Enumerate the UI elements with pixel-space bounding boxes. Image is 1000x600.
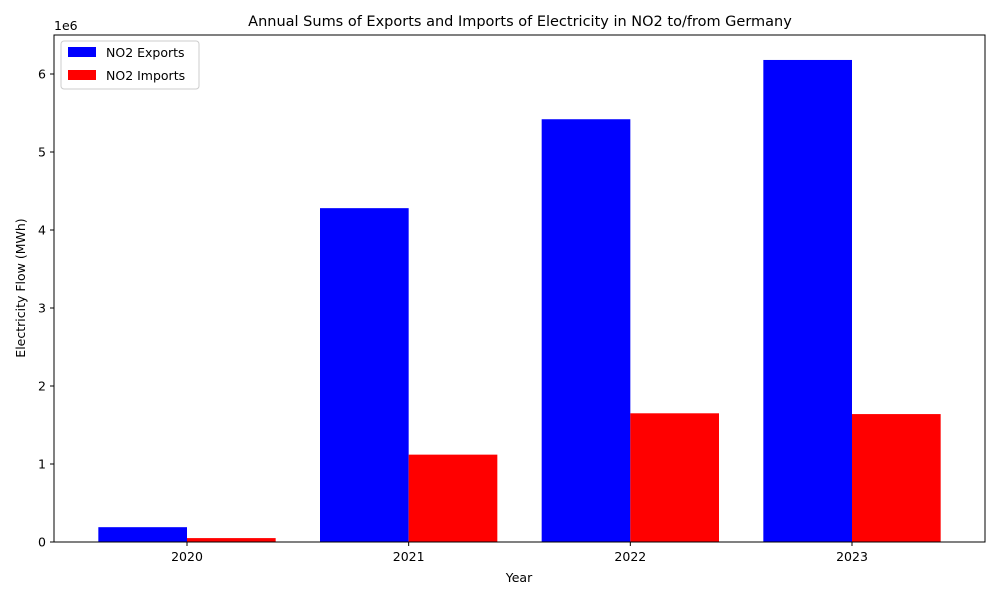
legend-label-exports: NO2 Exports [106,45,185,60]
x-tick-label: 2023 [836,549,868,564]
y-tick-label: 3 [38,301,46,316]
bar-exports-2021 [320,208,409,542]
y-axis-label: Electricity Flow (MWh) [13,218,28,357]
y-tick-label: 6 [38,67,46,82]
bar-exports-2023 [763,59,852,543]
x-axis: 2020 2021 2022 2023 [171,542,868,564]
y-tick-label: 4 [38,223,46,238]
bar-imports-2023 [852,414,941,542]
x-axis-label: Year [505,570,533,585]
legend-label-imports: NO2 Imports [106,68,185,83]
bar-exports-2020 [98,527,187,542]
x-tick-label: 2021 [393,549,425,564]
bar-imports-2022 [630,413,719,542]
y-axis: 0 1 2 3 4 5 6 [38,67,54,550]
y-axis-offset-label: 1e6 [54,18,78,33]
y-tick-label: 0 [38,535,46,550]
bars-group [98,59,941,543]
chart-title: Annual Sums of Exports and Imports of El… [248,14,792,30]
legend-swatch-exports [68,47,96,57]
y-tick-label: 2 [38,379,46,394]
plot-frame [53,34,986,543]
legend: NO2 Exports NO2 Imports [60,40,200,90]
y-tick-label: 5 [38,145,46,160]
legend-swatch-imports [68,70,96,80]
bar-imports-2020 [187,538,276,542]
bar-exports-2022 [541,119,631,543]
x-tick-label: 2020 [171,549,203,564]
y-tick-label: 1 [38,457,46,472]
x-tick-label: 2022 [614,549,646,564]
bar-imports-2021 [408,454,498,542]
